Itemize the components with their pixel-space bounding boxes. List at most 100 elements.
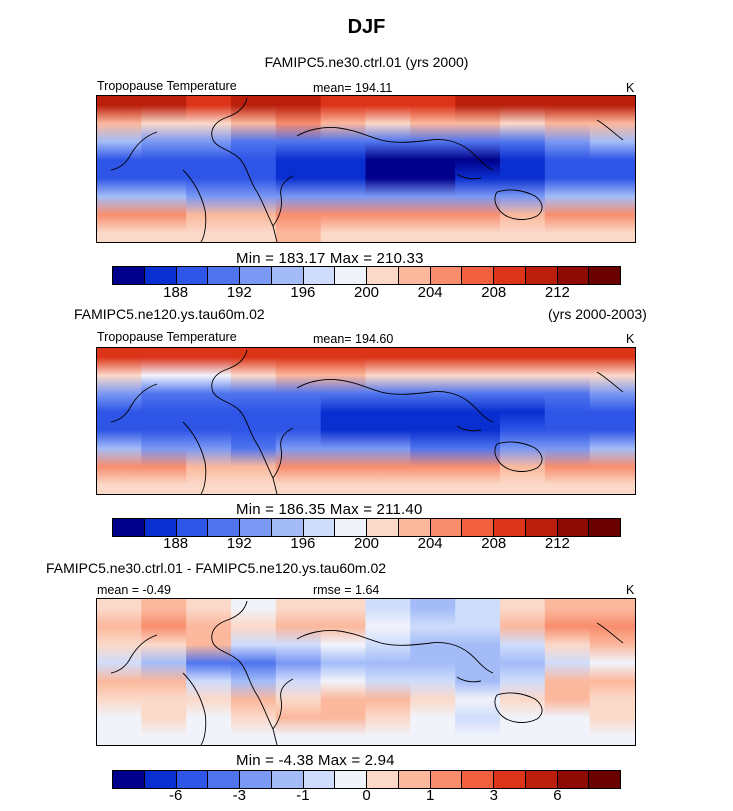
field-column [410,348,457,494]
panel-1-map [96,95,636,243]
panel-1-mean: mean= 194.11 [313,81,393,95]
colorbar-tick-label: 212 [544,535,570,552]
colorbar-tick-label: 0 [362,787,371,804]
coastline [296,127,494,171]
coastline [456,173,482,180]
colorbar-cell [462,771,494,788]
panel-1-colorbar [112,266,621,285]
field-column [589,96,635,242]
field-column [186,96,232,242]
colorbar-cell [462,519,494,536]
colorbar-cell [208,267,240,284]
field-column [186,599,232,745]
colorbar-cell [494,267,526,284]
colorbar-cell [589,771,620,788]
colorbar-cell [525,267,558,284]
coastline [494,189,543,220]
colorbar-cell [271,771,304,788]
colorbar-tick-label: 212 [544,284,570,301]
coastline [296,379,494,423]
field-column [410,599,457,745]
field-column [455,348,501,494]
colorbar-cell [589,519,620,536]
colorbar-cell [335,267,367,284]
colorbar-cell [240,519,272,536]
colorbar-tick-label: -1 [296,787,310,804]
colorbar-tick-label: 6 [553,787,562,804]
colorbar-cell [557,771,590,788]
panel-1-contour-plot [97,96,635,242]
colorbar-tick-label: 188 [163,535,189,552]
field-column [141,96,188,242]
panel-2-mean: mean= 194.60 [313,332,394,346]
colorbar-cell [367,267,399,284]
coastline [211,600,278,745]
coastline [182,169,207,242]
colorbar-cell [335,771,367,788]
field-column [320,348,367,494]
colorbar-tick-label: -6 [168,787,183,804]
colorbar-cell [240,771,272,788]
coastline [182,421,207,494]
field-column [365,348,412,494]
panel-2-title-right: (yrs 2000-2003) [548,306,647,322]
field-column [320,96,367,242]
colorbar-cell [557,267,590,284]
field-column [186,348,232,494]
colorbar-cell [113,771,145,788]
field-column [141,599,188,745]
field-column [97,348,143,494]
panel-1-field-label: Tropopause Temperature [97,79,237,93]
colorbar-tick-label: 204 [417,535,443,552]
field-column [275,599,322,745]
colorbar-cell [525,519,558,536]
colorbar-cell [430,519,463,536]
colorbar-cell [367,519,399,536]
page-title: DJF [347,16,386,38]
colorbar-cell [494,771,526,788]
coastline [272,427,294,479]
field-column [544,599,591,745]
field-column [275,96,322,242]
field-column [455,599,501,745]
colorbar-cell [398,267,431,284]
colorbar-cell [208,771,240,788]
field-column [410,96,457,242]
colorbar-cell [176,771,209,788]
field-column [141,348,188,494]
field-column [544,96,591,242]
panel-2-title-left: FAMIPC5.ne120.ys.tau60m.02 [74,306,265,322]
field-column [589,348,635,494]
coastline [456,425,482,432]
coastline [110,634,158,674]
field-column [365,96,412,242]
colorbar-cell [176,267,209,284]
coastline [494,441,543,472]
colorbar-cell [398,519,431,536]
coastline [272,678,294,730]
colorbar-tick-label: -3 [232,787,246,804]
field-column [500,96,546,242]
colorbar-cell [113,267,145,284]
colorbar-cell [557,519,590,536]
colorbar-cell [271,267,304,284]
panel-3-map [96,598,636,746]
colorbar-cell [144,267,177,284]
field-column [275,348,322,494]
colorbar-cell [240,267,272,284]
coastline [211,349,278,494]
colorbar-tick-label: 188 [163,284,189,301]
colorbar-cell [176,519,209,536]
colorbar-cell [144,771,177,788]
panel-3-mean: mean = -0.49 [97,583,172,597]
colorbar-cell [398,771,431,788]
colorbar-cell [303,771,336,788]
colorbar-tick-label: 200 [353,535,380,552]
panel-3-min-max: Min = -4.38 Max = 2.94 [236,752,395,769]
field-column [365,599,412,745]
coastline [596,119,624,141]
colorbar-tick-label: 1 [425,787,435,804]
colorbar-cell [430,267,463,284]
colorbar-cell [303,519,336,536]
colorbar-tick-label: 3 [489,787,498,804]
